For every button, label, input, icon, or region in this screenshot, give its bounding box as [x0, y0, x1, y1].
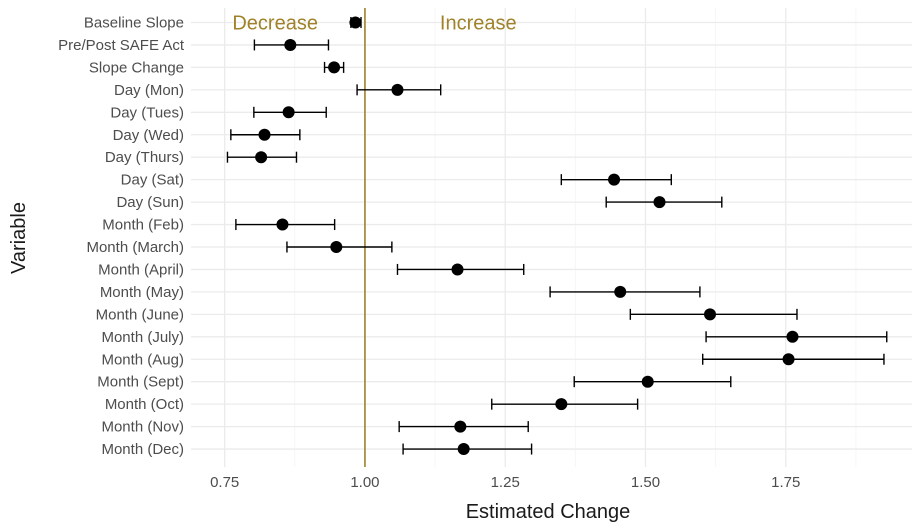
- y-tick-label: Slope Change: [89, 59, 184, 76]
- y-tick-label: Day (Wed): [113, 127, 184, 144]
- annotations: Decrease Increase: [232, 13, 516, 35]
- estimate-row: [356, 83, 442, 96]
- estimate-row: [573, 375, 732, 388]
- estimate-row: [226, 151, 298, 164]
- estimate-point: [276, 218, 289, 231]
- estimate-point: [284, 38, 297, 51]
- estimate-point: [282, 106, 295, 119]
- estimate-point: [782, 353, 795, 366]
- estimate-point: [328, 61, 341, 74]
- estimate-row: [560, 173, 672, 186]
- estimate-row: [253, 106, 327, 119]
- y-tick-label: Day (Sat): [121, 172, 184, 189]
- estimate-row: [230, 128, 301, 141]
- y-tick-label: Month (July): [101, 329, 184, 346]
- x-tick-label: 1.50: [631, 474, 660, 491]
- estimate-point: [641, 375, 654, 388]
- y-axis-title: Variable: [8, 202, 30, 274]
- y-tick-labels: Baseline Slope Pre/Post SAFE Act Slope Cha…: [58, 15, 185, 459]
- y-tick-label: Pre/Post SAFE Act: [58, 37, 185, 54]
- estimate-point: [786, 330, 799, 343]
- annotation-decrease: Decrease: [232, 13, 318, 35]
- estimate-point: [555, 398, 568, 411]
- x-tick-label: 1.25: [491, 474, 520, 491]
- annotation-increase: Increase: [440, 13, 517, 35]
- estimate-row: [398, 420, 529, 433]
- estimate-row: [349, 16, 362, 29]
- estimate-row: [549, 285, 701, 298]
- y-tick-label: Month (May): [100, 284, 184, 301]
- y-tick-label: Day (Tues): [110, 104, 184, 121]
- y-tick-label: Month (Feb): [102, 217, 184, 234]
- estimate-point: [457, 443, 470, 456]
- estimate-row: [629, 308, 798, 321]
- estimate-point: [454, 420, 467, 433]
- y-tick-label: Month (Dec): [101, 441, 184, 458]
- y-tick-label: Month (Aug): [101, 351, 184, 368]
- x-tick-labels: 0.75 1.00 1.25 1.50 1.75: [210, 474, 800, 491]
- grid-lines: [191, 8, 912, 467]
- estimate-row: [253, 38, 330, 51]
- estimate-row: [402, 443, 533, 456]
- y-tick-label: Day (Thurs): [105, 149, 184, 166]
- estimate-row: [286, 241, 393, 253]
- estimate-row: [605, 196, 723, 209]
- estimate-row: [705, 330, 888, 343]
- estimate-row: [323, 61, 345, 74]
- x-axis-title: Estimated Change: [466, 501, 631, 523]
- estimate-row: [702, 353, 885, 366]
- y-tick-label: Month (June): [96, 306, 184, 323]
- estimate-point: [614, 285, 627, 298]
- estimate-row: [396, 263, 525, 276]
- y-tick-label: Month (March): [86, 239, 184, 256]
- y-tick-label: Month (Sept): [97, 374, 184, 391]
- y-tick-label: Month (Oct): [105, 396, 184, 413]
- estimate-point: [258, 128, 271, 141]
- estimate-row: [491, 398, 639, 411]
- estimate-point: [349, 16, 362, 29]
- estimate-point: [391, 83, 404, 96]
- estimate-point: [451, 263, 464, 276]
- y-tick-label: Day (Sun): [116, 194, 184, 211]
- y-tick-label: Month (April): [98, 261, 184, 278]
- x-tick-label: 0.75: [210, 474, 239, 491]
- estimate-row: [235, 218, 336, 231]
- x-tick-label: 1.75: [771, 474, 800, 491]
- estimate-point: [330, 241, 343, 253]
- y-tick-label: Month (Nov): [101, 419, 184, 436]
- estimate-point: [704, 308, 717, 321]
- x-tick-label: 1.00: [350, 474, 379, 491]
- estimate-point: [653, 196, 666, 209]
- y-tick-label: Baseline Slope: [84, 15, 184, 32]
- y-tick-label: Day (Mon): [114, 82, 184, 99]
- estimates: [226, 16, 888, 456]
- estimate-point: [608, 173, 621, 186]
- estimate-point: [255, 151, 268, 164]
